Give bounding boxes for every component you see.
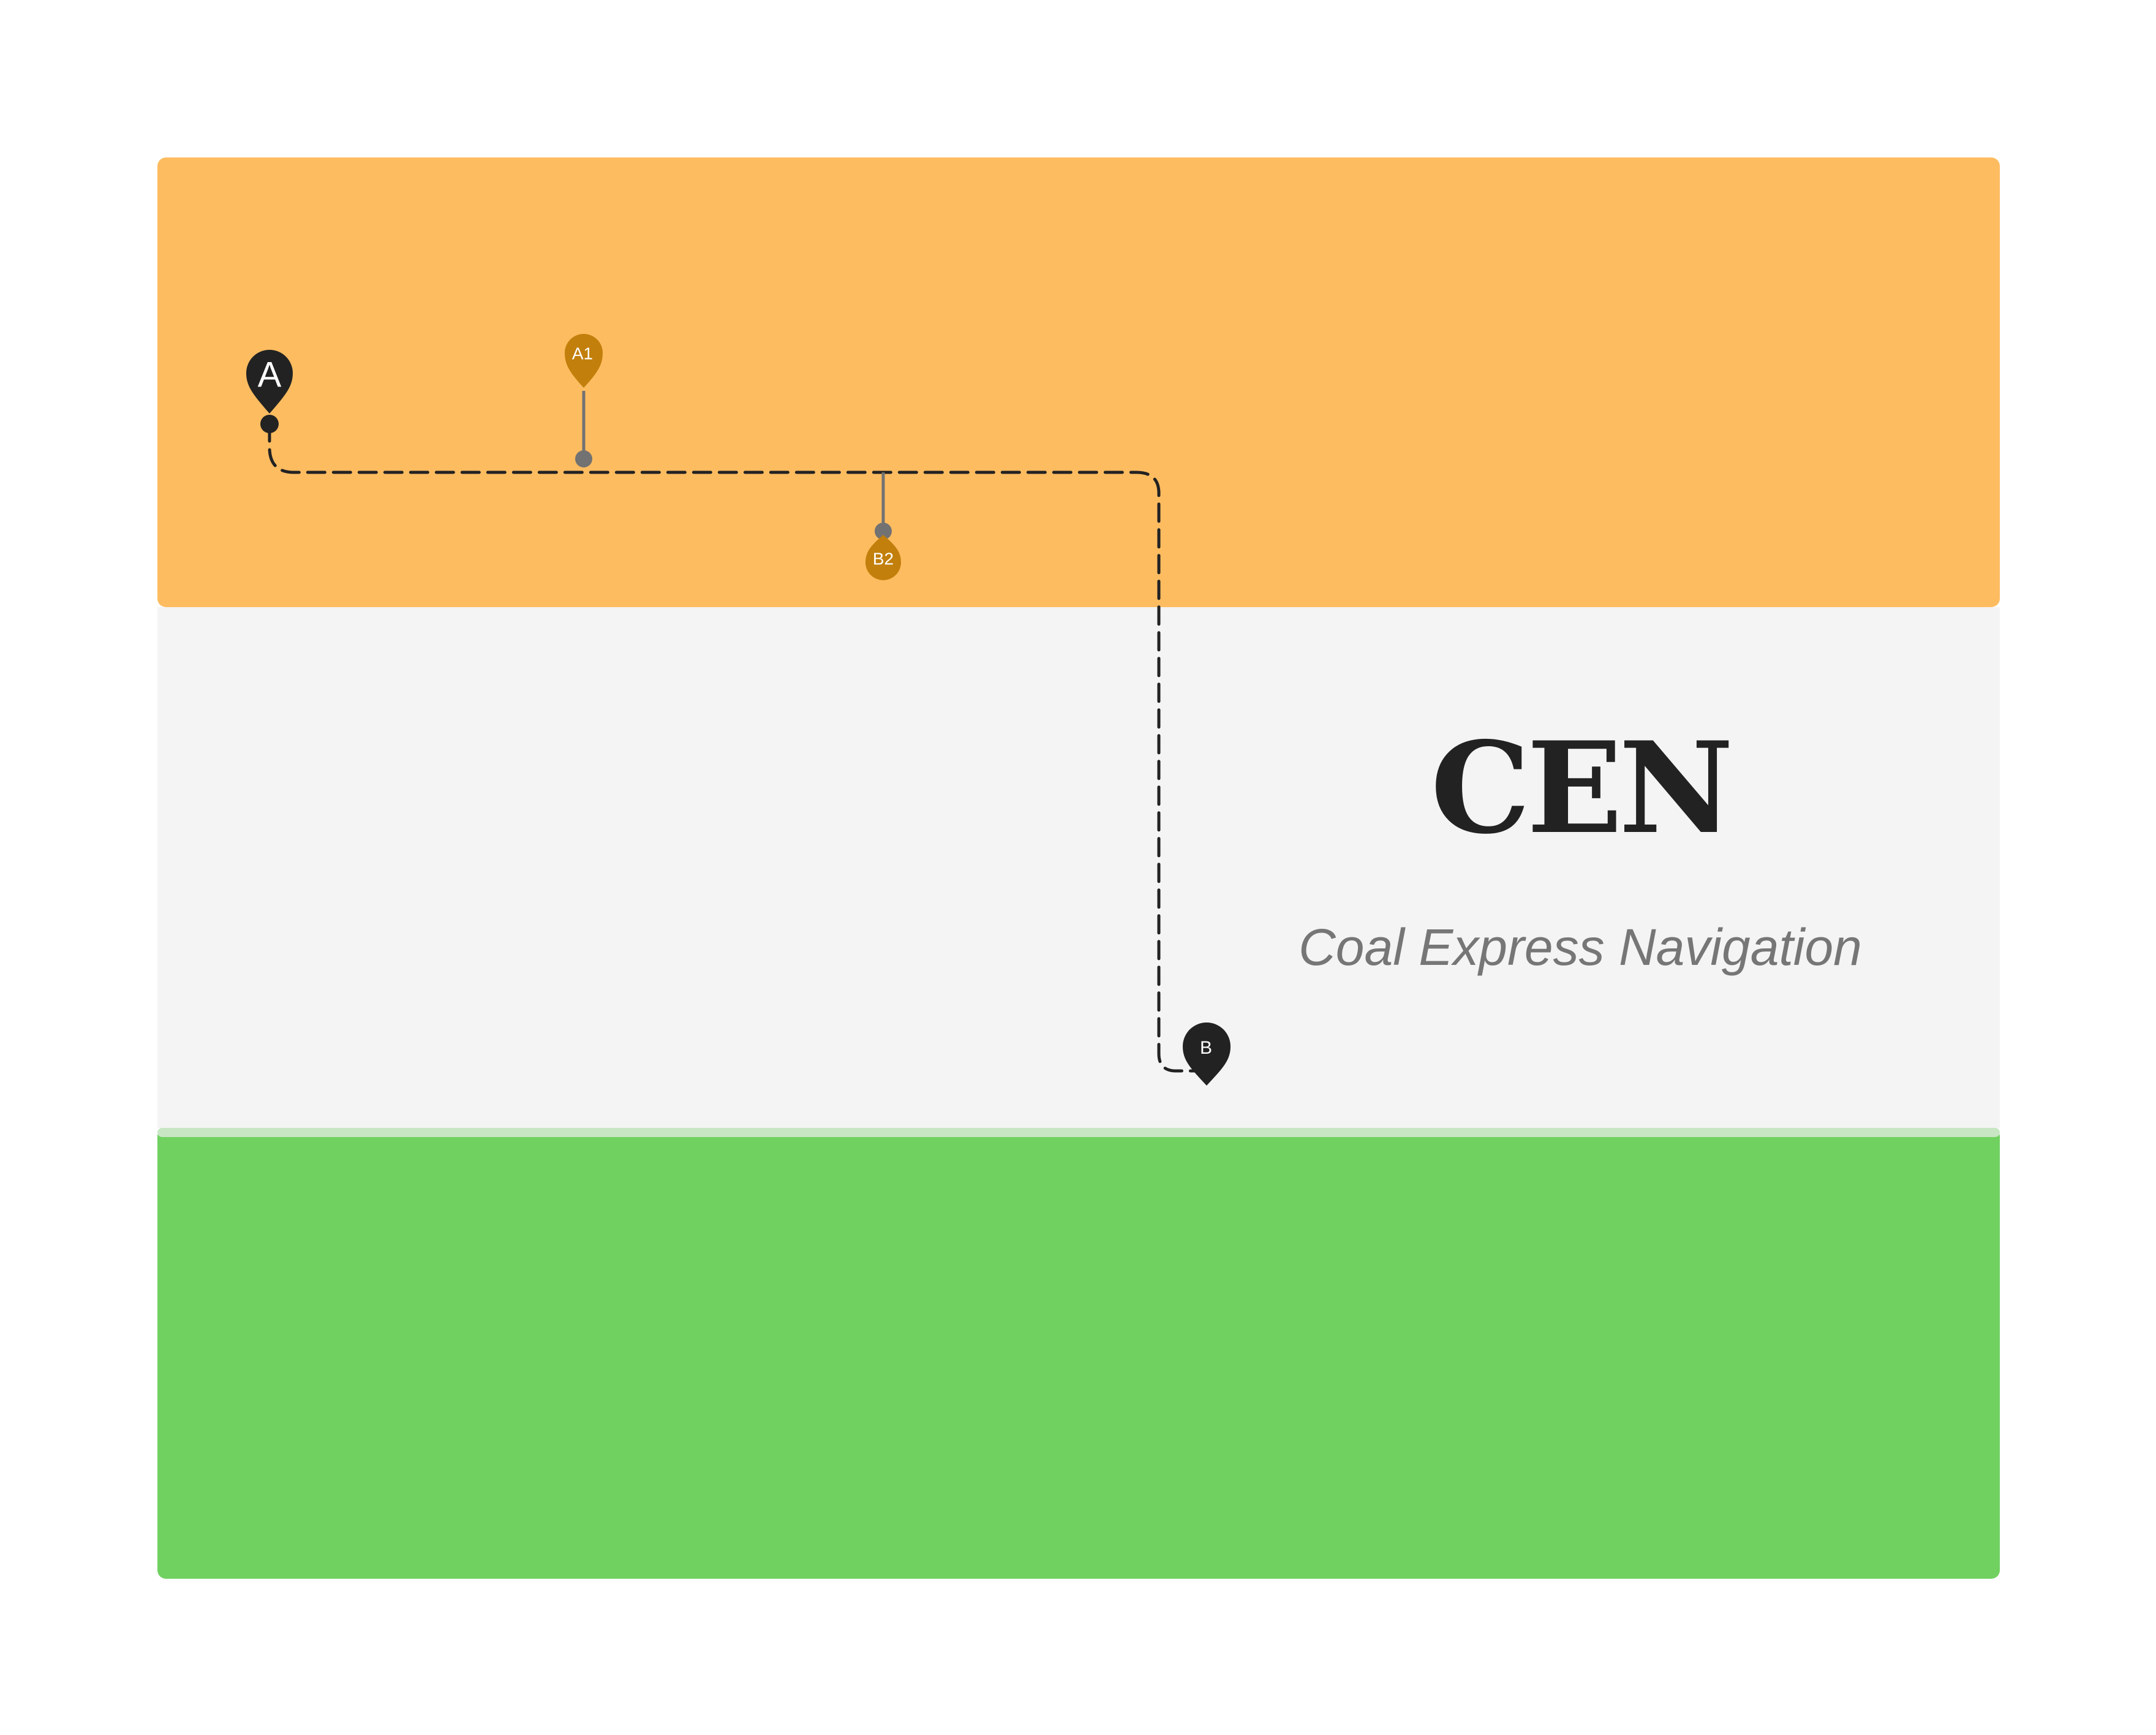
waypoint-a1[interactable]: A1 xyxy=(565,334,603,467)
map-pin-icon xyxy=(1183,1022,1231,1086)
route-start-marker[interactable]: A xyxy=(246,350,293,433)
waypoint-b2-label: B2 xyxy=(873,549,894,568)
zone-divider xyxy=(157,1128,2000,1137)
waypoint-a1-label: A1 xyxy=(572,344,593,363)
brand-title: CEN xyxy=(1430,715,1734,862)
waypoint-b2-anchor xyxy=(875,523,892,540)
map-pin-icon xyxy=(865,535,901,580)
route-end-marker[interactable]: B xyxy=(1183,1022,1231,1086)
route-end-label: B xyxy=(1200,1038,1212,1058)
map-pin-icon xyxy=(246,350,293,414)
brand-subtitle: Coal Express Navigation xyxy=(1298,918,1862,976)
map-pin-icon xyxy=(565,334,603,388)
orange-zone xyxy=(157,157,2000,607)
route-path xyxy=(268,422,1204,1073)
waypoint-b2[interactable]: B2 xyxy=(865,472,901,580)
route-start-label: A xyxy=(258,355,282,395)
route-start-anchor xyxy=(260,415,279,433)
white-zone xyxy=(157,607,2000,1128)
green-zone xyxy=(157,1128,2000,1579)
waypoint-a1-anchor xyxy=(575,450,592,467)
